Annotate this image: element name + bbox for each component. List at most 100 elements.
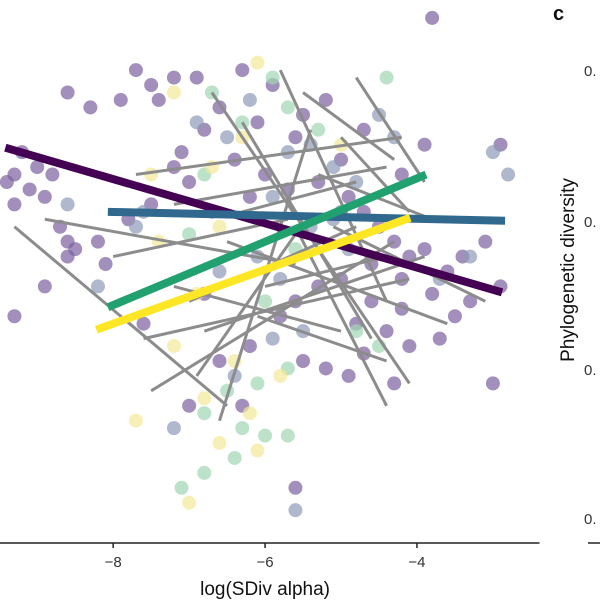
data-point-group-1-0 bbox=[128, 63, 143, 78]
data-point-group-1-59 bbox=[402, 339, 417, 354]
data-point-group-3-21 bbox=[174, 480, 189, 495]
data-point-group-1-27 bbox=[60, 249, 75, 264]
fit-line-24 bbox=[226, 240, 448, 326]
data-point-group-4-0 bbox=[250, 55, 265, 70]
fit-line-3 bbox=[13, 225, 229, 407]
data-point-group-1-78 bbox=[288, 480, 303, 495]
data-point-group-4-1 bbox=[166, 85, 181, 100]
x-tick-label: −8 bbox=[105, 554, 122, 571]
data-point-group-4-15 bbox=[182, 495, 197, 510]
data-point-group-4-10 bbox=[273, 368, 288, 383]
data-point-group-3-16 bbox=[235, 421, 250, 436]
fit-line-7 bbox=[150, 240, 395, 393]
data-point-group-1-38 bbox=[242, 189, 257, 204]
trend-purple bbox=[4, 143, 504, 297]
data-point-group-1-23 bbox=[7, 197, 22, 212]
data-point-group-1-58 bbox=[379, 324, 394, 339]
data-point-group-2-26 bbox=[288, 503, 303, 518]
data-point-group-2-22 bbox=[265, 331, 280, 346]
scatter-points bbox=[0, 10, 516, 518]
data-point-group-2-11 bbox=[128, 219, 143, 234]
data-point-group-1-1 bbox=[166, 70, 181, 85]
next-panel-y-axis-title: Phylogenetic diversity bbox=[558, 178, 579, 362]
data-point-group-2-25 bbox=[166, 421, 181, 436]
data-point-group-1-5 bbox=[60, 85, 75, 100]
data-point-group-1-13 bbox=[174, 145, 189, 160]
data-point-group-1-11 bbox=[288, 130, 303, 145]
data-point-group-1-4 bbox=[83, 100, 98, 115]
individual-fit-lines bbox=[13, 69, 486, 422]
data-point-group-1-69 bbox=[387, 376, 402, 391]
next-panel-y-tick-label: 0. bbox=[584, 362, 597, 379]
data-point-group-4-8 bbox=[166, 339, 181, 354]
data-point-group-1-29 bbox=[98, 257, 113, 272]
data-point-group-4-13 bbox=[212, 436, 227, 451]
data-point-group-2-1 bbox=[220, 130, 235, 145]
data-point-group-1-67 bbox=[318, 361, 333, 376]
data-point-group-4-12 bbox=[242, 406, 257, 421]
data-point-group-3-10 bbox=[349, 324, 364, 339]
fit-line-20 bbox=[302, 91, 396, 161]
data-point-group-1-33 bbox=[182, 174, 197, 189]
data-point-group-1-72 bbox=[212, 354, 227, 369]
data-point-group-1-64 bbox=[425, 286, 440, 301]
data-point-group-4-6 bbox=[212, 219, 227, 234]
data-point-group-4-16 bbox=[128, 413, 143, 428]
data-point-group-3-7 bbox=[182, 227, 197, 242]
data-point-group-1-31 bbox=[7, 309, 22, 324]
data-point-group-3-13 bbox=[250, 376, 265, 391]
fit-line-21 bbox=[256, 314, 388, 363]
data-point-group-1-66 bbox=[296, 354, 311, 369]
data-point-group-1-22 bbox=[37, 189, 52, 204]
data-point-group-3-20 bbox=[227, 450, 242, 465]
data-point-group-2-0 bbox=[189, 115, 204, 130]
data-point-group-1-68 bbox=[341, 368, 356, 383]
data-point-group-1-8 bbox=[235, 63, 250, 78]
data-point-group-2-21 bbox=[463, 249, 478, 264]
data-point-group-1-7 bbox=[189, 70, 204, 85]
x-axis-ticks: −8 −6 −4 bbox=[105, 543, 426, 571]
fit-line-12 bbox=[203, 255, 426, 333]
data-point-group-4-14 bbox=[250, 443, 265, 458]
data-point-group-2-5 bbox=[326, 160, 341, 175]
data-point-group-2-8 bbox=[265, 189, 280, 204]
next-panel-y-tick-label: 0. bbox=[584, 214, 597, 231]
fit-line-6 bbox=[264, 255, 387, 288]
data-point-group-3-3 bbox=[311, 122, 326, 137]
data-point-group-2-28 bbox=[501, 167, 516, 182]
data-point-group-2-2 bbox=[242, 92, 257, 107]
panel-label-c: c bbox=[553, 3, 564, 25]
data-point-group-3-15 bbox=[197, 406, 212, 421]
fit-line-23 bbox=[195, 233, 297, 377]
data-point-group-1-42 bbox=[341, 189, 356, 204]
data-point-group-1-9 bbox=[250, 115, 265, 130]
data-point-group-3-2 bbox=[280, 100, 295, 115]
x-axis-title: log(SDiv alpha) bbox=[200, 579, 330, 600]
data-point-group-2-17 bbox=[212, 264, 227, 279]
fit-line-19 bbox=[354, 76, 426, 183]
data-point-group-1-2 bbox=[144, 78, 159, 93]
data-point-group-3-1 bbox=[265, 70, 280, 85]
trend-blue bbox=[107, 207, 506, 225]
trend-green bbox=[106, 170, 428, 311]
data-point-group-1-61 bbox=[447, 309, 462, 324]
trend-yellow bbox=[95, 214, 412, 334]
data-point-group-1-75 bbox=[136, 316, 151, 331]
fit-line-1 bbox=[241, 180, 357, 214]
data-point-group-1-83 bbox=[425, 10, 440, 25]
data-point-group-1-3 bbox=[113, 92, 128, 107]
x-tick-label: −4 bbox=[408, 554, 425, 571]
data-point-group-1-82 bbox=[417, 137, 432, 152]
data-point-group-2-27 bbox=[485, 145, 500, 160]
x-tick-label: −6 bbox=[257, 554, 274, 571]
data-point-group-1-73 bbox=[242, 339, 257, 354]
group-trend-lines bbox=[4, 143, 506, 334]
fit-line-8 bbox=[143, 277, 410, 341]
data-point-group-1-79 bbox=[318, 92, 333, 107]
data-point-group-2-12 bbox=[90, 279, 105, 294]
data-point-group-1-60 bbox=[432, 331, 447, 346]
data-point-group-1-21 bbox=[45, 167, 60, 182]
data-point-group-1-49 bbox=[417, 242, 432, 257]
data-point-group-1-30 bbox=[37, 279, 52, 294]
data-point-group-1-18 bbox=[0, 174, 14, 189]
